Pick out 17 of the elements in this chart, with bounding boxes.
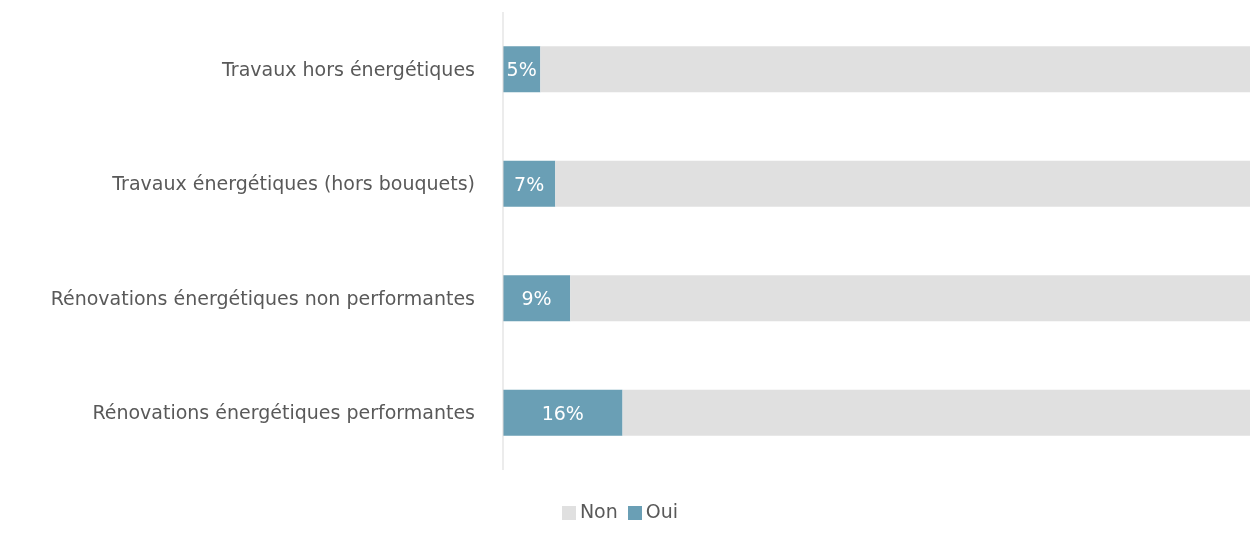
data-label: 7% [514, 172, 545, 195]
legend-label: Non [579, 500, 618, 522]
y-tick-label: Rénovations énergétiques non performantes [50, 286, 475, 309]
bar [570, 275, 1250, 322]
bar [503, 389, 623, 436]
y-tick-label: Rénovations énergétiques performantes [92, 401, 475, 424]
y-tick-label: Travaux hors énergétiques [221, 58, 475, 80]
bar [555, 160, 1250, 207]
y-tick-label: Travaux énergétiques (hors bouquets) [111, 172, 475, 195]
bar [622, 389, 1250, 436]
legend-label: Oui [645, 500, 679, 522]
bar [503, 160, 556, 207]
bar [503, 275, 571, 322]
data-label: 16% [541, 401, 584, 424]
data-label: 9% [521, 287, 552, 310]
bar [540, 46, 1250, 93]
data-label: 5% [506, 58, 537, 81]
